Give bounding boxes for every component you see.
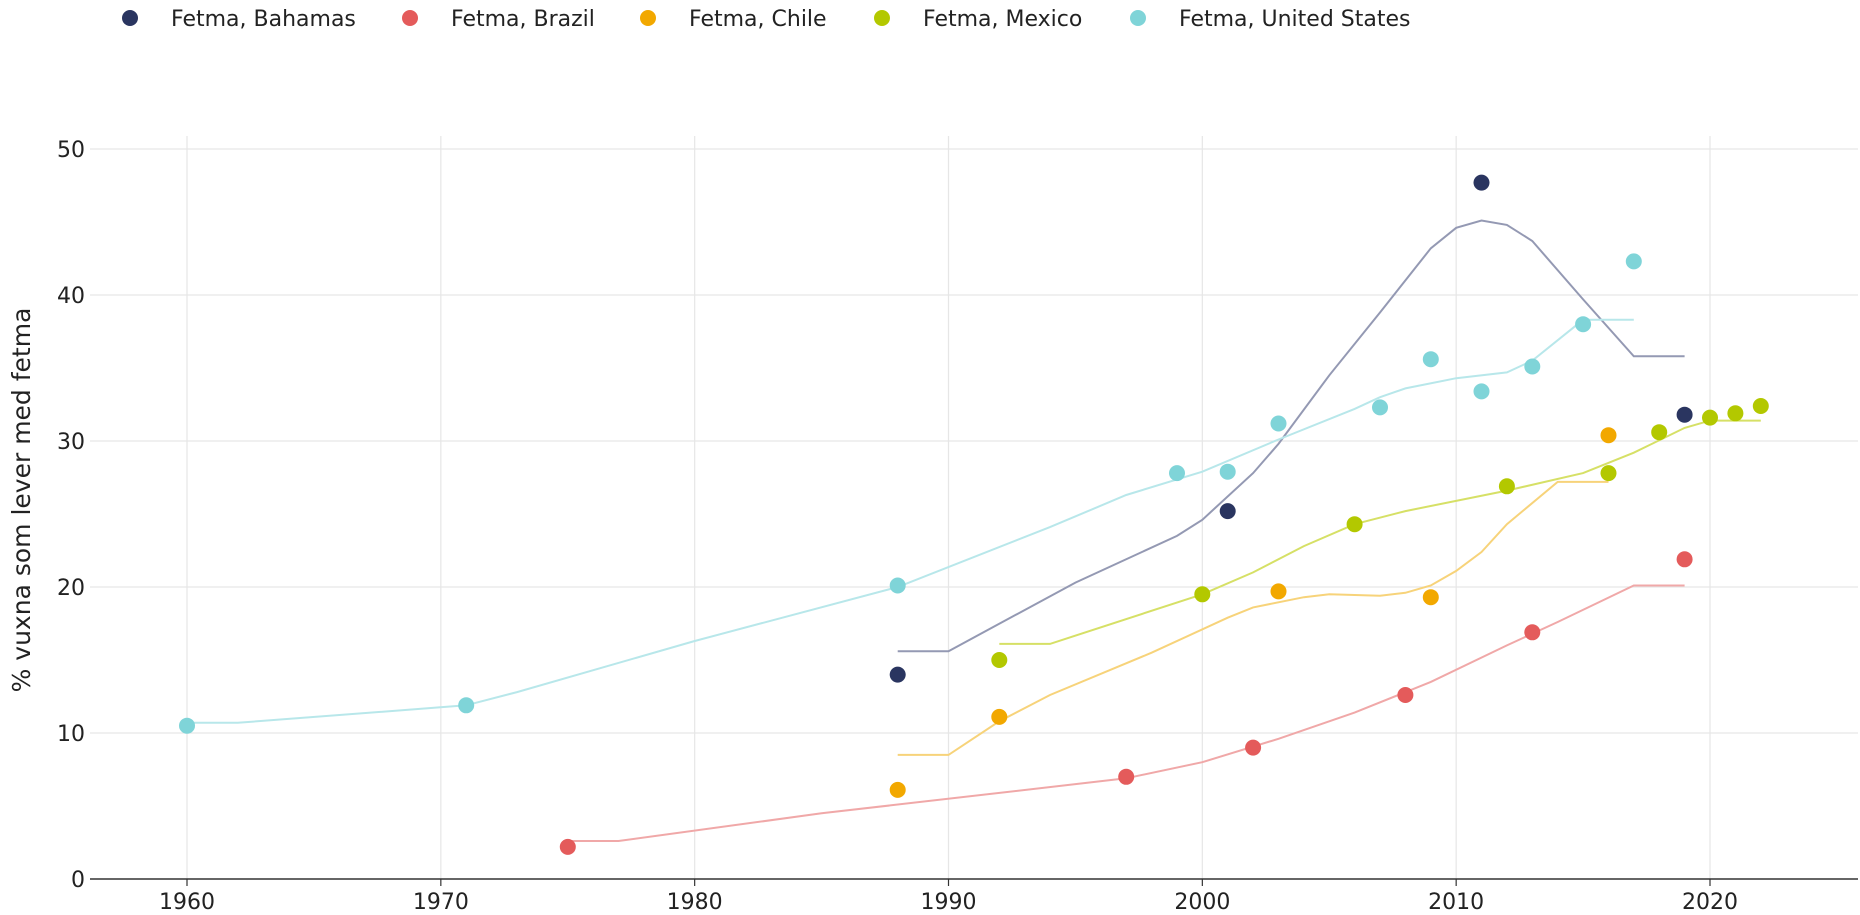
y-tick-label: 20 bbox=[57, 576, 85, 601]
data-point bbox=[1473, 174, 1490, 191]
data-point bbox=[559, 838, 576, 855]
data-point bbox=[1625, 253, 1642, 270]
data-point bbox=[889, 781, 906, 798]
legend-label: Fetma, Chile bbox=[689, 7, 827, 32]
data-point bbox=[1752, 398, 1769, 414]
data-point bbox=[1524, 358, 1541, 375]
data-point bbox=[1270, 415, 1287, 432]
data-point bbox=[991, 708, 1008, 725]
data-point bbox=[1676, 551, 1693, 568]
data-point bbox=[1346, 516, 1363, 533]
data-point bbox=[1270, 583, 1287, 600]
data-point bbox=[1422, 351, 1439, 368]
data-point bbox=[1600, 427, 1617, 444]
data-point bbox=[1651, 424, 1668, 441]
x-tick-label: 1980 bbox=[667, 890, 723, 915]
y-tick-label: 0 bbox=[71, 868, 85, 893]
legend-label: Fetma, Bahamas bbox=[171, 7, 356, 32]
legend-label: Fetma, Mexico bbox=[923, 7, 1082, 32]
legend-label: Fetma, Brazil bbox=[451, 7, 595, 32]
trend-line bbox=[897, 219, 1685, 653]
data-point bbox=[1194, 586, 1211, 603]
data-point bbox=[1702, 409, 1718, 426]
data-point bbox=[1727, 405, 1744, 422]
trend-line bbox=[897, 480, 1609, 756]
data-point bbox=[1397, 687, 1414, 703]
legend-label: Fetma, United States bbox=[1179, 7, 1410, 32]
data-point bbox=[1219, 503, 1236, 520]
legend-marker bbox=[640, 10, 656, 26]
data-point bbox=[1245, 739, 1262, 756]
data-point bbox=[889, 666, 906, 683]
data-point bbox=[179, 717, 195, 734]
legend-marker bbox=[1130, 10, 1146, 26]
data-point bbox=[1219, 463, 1236, 480]
data-point bbox=[1422, 589, 1439, 606]
legend: Fetma, Bahamas Fetma, Brazil Fetma, Chile F… bbox=[122, 7, 1410, 32]
data-points bbox=[179, 174, 1769, 855]
data-point bbox=[1372, 399, 1388, 416]
data-point bbox=[889, 577, 906, 594]
legend-marker bbox=[402, 10, 418, 26]
y-tick-label: 40 bbox=[57, 284, 85, 309]
data-point bbox=[1473, 383, 1490, 400]
data-point bbox=[1498, 478, 1515, 495]
data-point bbox=[458, 697, 475, 714]
axes: 0 10 20 30 40 50 1960 1970 1980 1990 2000 2010 2020 bbox=[57, 138, 1858, 915]
data-point bbox=[1676, 406, 1693, 423]
trend-line bbox=[187, 318, 1634, 724]
trend-line bbox=[567, 584, 1685, 842]
data-point bbox=[1600, 465, 1617, 482]
y-axis-title: % vuxna som lever med fetma bbox=[7, 308, 36, 693]
grid bbox=[90, 136, 1858, 879]
data-point bbox=[991, 652, 1008, 668]
trend-line bbox=[999, 419, 1761, 645]
y-tick-label: 30 bbox=[57, 430, 85, 455]
legend-marker bbox=[874, 10, 890, 26]
data-point bbox=[1575, 316, 1592, 333]
x-tick-label: 1970 bbox=[413, 890, 469, 915]
legend-marker bbox=[122, 10, 138, 26]
data-point bbox=[1118, 768, 1135, 785]
data-point bbox=[1169, 465, 1185, 482]
y-tick-label: 50 bbox=[57, 138, 85, 163]
x-tick-label: 2000 bbox=[1174, 890, 1230, 915]
trend-lines bbox=[187, 219, 1761, 842]
data-point bbox=[1524, 624, 1541, 641]
x-tick-label: 1960 bbox=[159, 890, 215, 915]
x-tick-label: 2010 bbox=[1428, 890, 1484, 915]
x-tick-label: 1990 bbox=[921, 890, 977, 915]
x-tick-label: 2020 bbox=[1682, 890, 1738, 915]
y-tick-label: 10 bbox=[57, 722, 85, 747]
